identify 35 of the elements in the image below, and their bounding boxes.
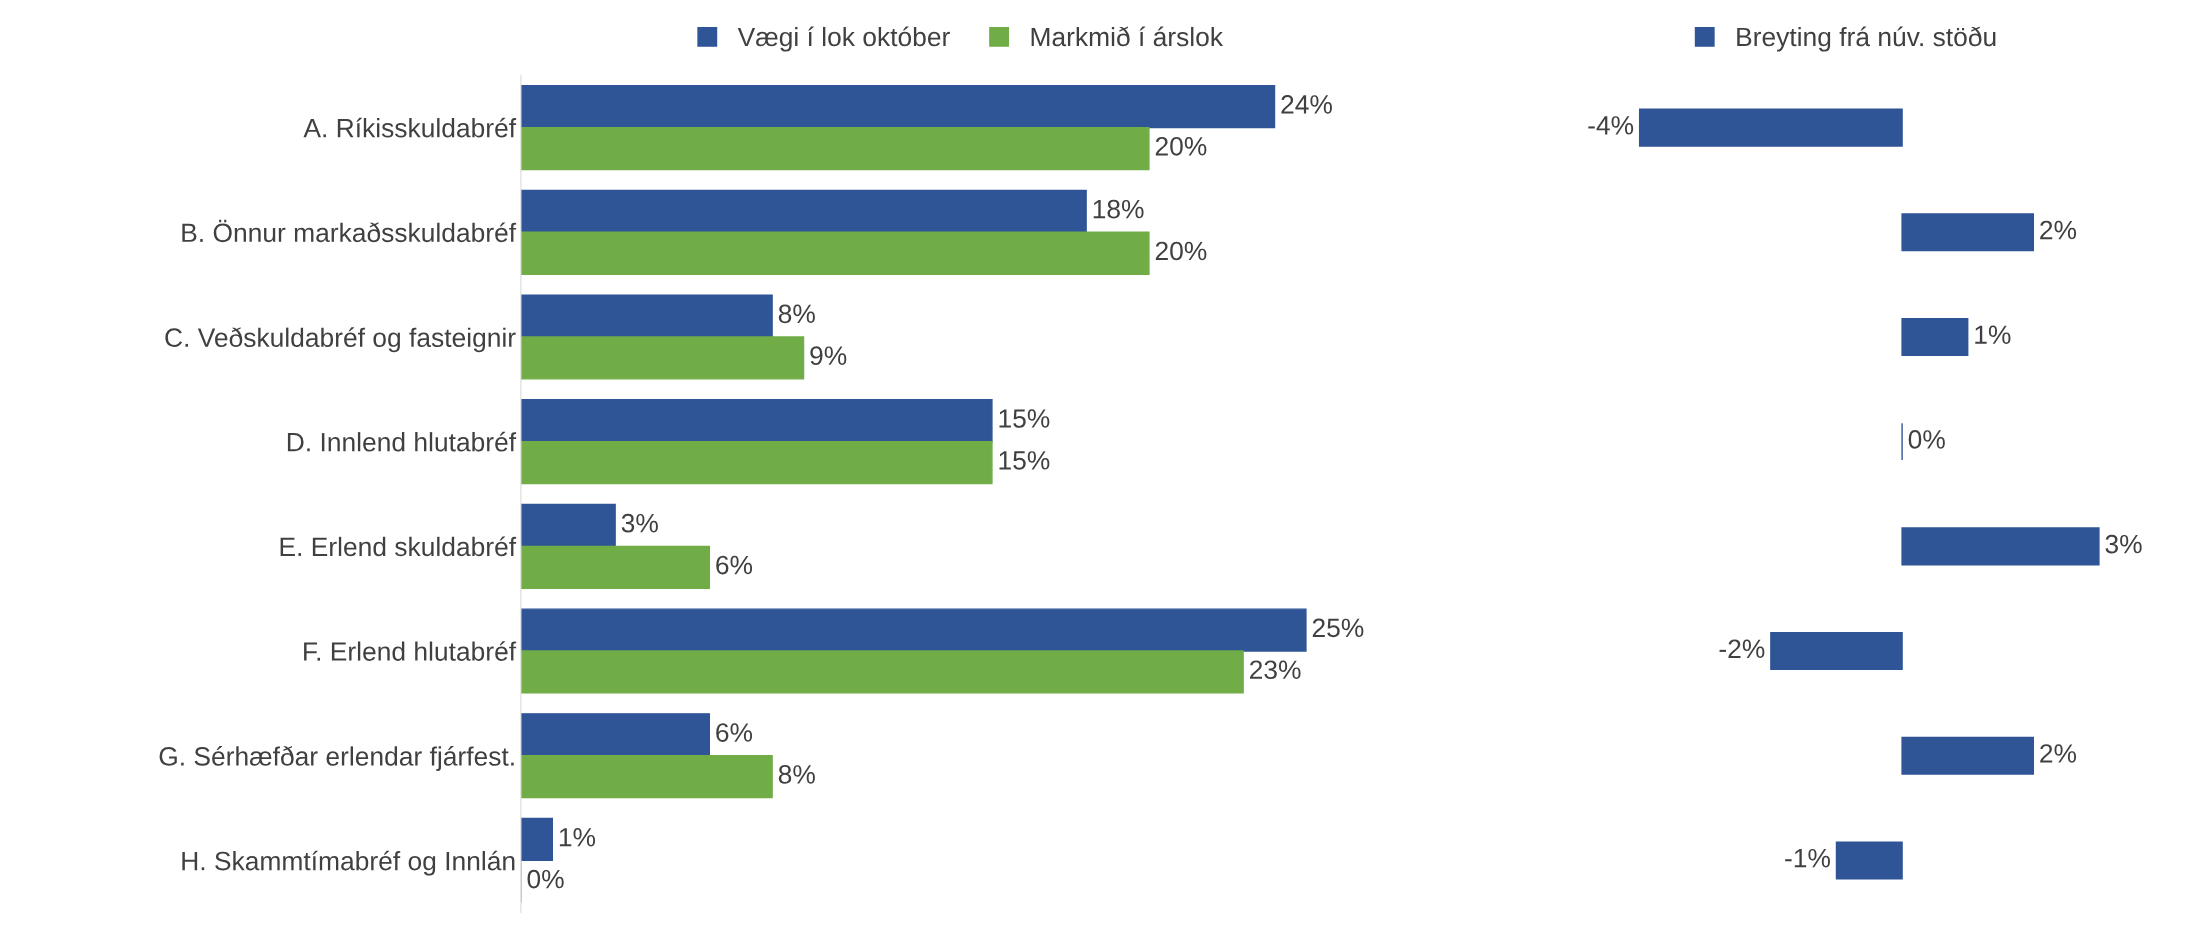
data-label: 9%	[810, 346, 847, 366]
data-label: 3%	[621, 513, 658, 533]
data-label: 0%	[1908, 430, 1945, 449]
data-label: 23%	[1250, 660, 1301, 680]
y-tick-label: A. Ríkisskuldabréf	[303, 117, 517, 138]
data-label: -2%	[1719, 639, 1765, 659]
data-label: 1%	[1975, 325, 2011, 344]
data-label: -1%	[1785, 848, 1830, 868]
y-tick-label: G. Sérhæfðar erlendar fjárfest.	[159, 745, 514, 771]
data-label: 6%	[716, 555, 753, 575]
y-tick-label: D. Innlend hlutabréf	[287, 431, 517, 452]
y-tick-label: E. Erlend skuldabréf	[280, 536, 517, 557]
data-label: 3%	[2105, 534, 2142, 554]
legend-label: Vægi í lok október	[737, 26, 950, 52]
data-label: 20%	[1155, 241, 1207, 261]
data-label: 2%	[2040, 220, 2077, 240]
data-label: 6%	[716, 723, 753, 742]
legend-label: Breyting frá núv. stöðu	[1737, 26, 1996, 52]
y-tick-label: B. Önnur markaðsskuldabréf	[182, 219, 517, 243]
y-tick-label: C. Veðskuldabréf og fasteignir	[165, 327, 516, 353]
data-label: 25%	[1312, 618, 1364, 638]
legend-label: Markmið í árslok	[1031, 26, 1224, 47]
data-label: 24%	[1281, 95, 1332, 114]
data-label: 15%	[999, 409, 1050, 428]
y-tick-label: H. Skammtímabréf og Innlán	[182, 850, 515, 876]
data-label: 8%	[778, 765, 815, 784]
data-label: 2%	[2040, 744, 2077, 763]
data-label: 18%	[1093, 199, 1144, 219]
data-label: -4%	[1588, 116, 1634, 135]
y-tick-label: F. Erlend hlutabréf	[304, 641, 517, 661]
data-label: 15%	[999, 451, 1050, 470]
data-label: 1%	[559, 828, 596, 847]
data-label: 0%	[527, 869, 564, 889]
data-label: 20%	[1155, 136, 1207, 156]
data-label: 8%	[778, 304, 815, 324]
